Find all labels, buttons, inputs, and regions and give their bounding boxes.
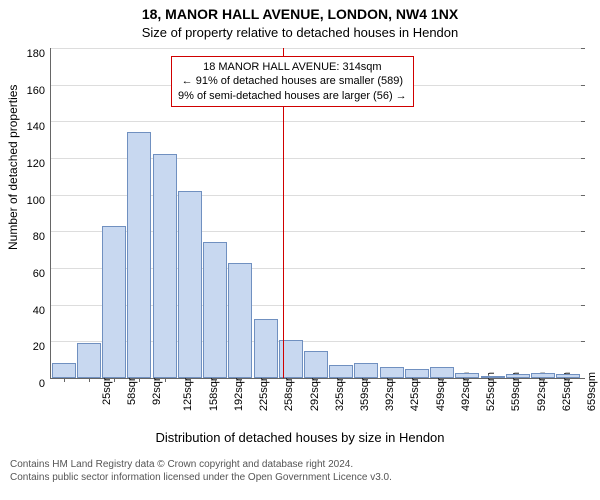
y-tick-mark bbox=[581, 341, 585, 342]
y-tick-label: 180 bbox=[27, 48, 51, 60]
histogram-bar bbox=[254, 319, 278, 378]
histogram-bar bbox=[52, 363, 76, 378]
histogram-bar bbox=[304, 351, 328, 379]
x-tick-mark bbox=[493, 378, 494, 382]
footer-line1: Contains HM Land Registry data © Crown c… bbox=[10, 458, 590, 471]
x-tick-mark bbox=[240, 378, 241, 382]
x-tick-mark bbox=[215, 378, 216, 382]
y-axis-label: Number of detached properties bbox=[6, 85, 20, 250]
y-tick-mark bbox=[581, 195, 585, 196]
y-tick-label: 120 bbox=[27, 158, 51, 170]
infobox-line3: 9% of semi-detached houses are larger (5… bbox=[178, 89, 407, 103]
y-tick-label: 160 bbox=[27, 85, 51, 97]
y-tick-label: 140 bbox=[27, 121, 51, 133]
histogram-bar bbox=[127, 132, 151, 378]
histogram-bar bbox=[178, 191, 202, 378]
footer-attribution: Contains HM Land Registry data © Crown c… bbox=[10, 458, 590, 484]
x-tick-mark bbox=[190, 378, 191, 382]
x-tick-mark bbox=[417, 378, 418, 382]
y-tick-mark bbox=[581, 48, 585, 49]
x-axis-label: Distribution of detached houses by size … bbox=[0, 430, 600, 445]
x-tick-mark bbox=[139, 378, 140, 382]
histogram-bar bbox=[77, 343, 101, 378]
gridline bbox=[51, 121, 581, 122]
x-tick-mark bbox=[518, 378, 519, 382]
histogram-bar bbox=[102, 226, 126, 378]
x-tick-mark bbox=[341, 378, 342, 382]
infobox-line2: ← 91% of detached houses are smaller (58… bbox=[178, 74, 407, 88]
plot-area: 02040608010012014016018025sqm58sqm92sqm1… bbox=[50, 48, 581, 379]
histogram-bar bbox=[380, 367, 404, 378]
x-tick-mark bbox=[366, 378, 367, 382]
y-tick-label: 40 bbox=[33, 305, 51, 317]
x-tick-mark bbox=[316, 378, 317, 382]
y-tick-mark bbox=[581, 121, 585, 122]
chart-container: 18, MANOR HALL AVENUE, LONDON, NW4 1NX S… bbox=[0, 0, 600, 500]
x-tick-mark bbox=[568, 378, 569, 382]
y-tick-mark bbox=[581, 85, 585, 86]
gridline bbox=[51, 48, 581, 49]
histogram-bar bbox=[329, 365, 353, 378]
y-tick-mark bbox=[581, 305, 585, 306]
histogram-bar bbox=[203, 242, 227, 378]
y-tick-label: 60 bbox=[33, 268, 51, 280]
y-tick-label: 0 bbox=[39, 378, 51, 390]
x-tick-mark bbox=[467, 378, 468, 382]
x-tick-mark bbox=[291, 378, 292, 382]
x-tick-mark bbox=[442, 378, 443, 382]
y-tick-label: 100 bbox=[27, 195, 51, 207]
histogram-bar bbox=[228, 263, 252, 379]
y-tick-mark bbox=[581, 268, 585, 269]
x-tick-mark bbox=[266, 378, 267, 382]
x-tick-mark bbox=[114, 378, 115, 382]
x-tick-mark bbox=[64, 378, 65, 382]
x-tick-label: 659sqm bbox=[586, 372, 598, 411]
y-tick-label: 80 bbox=[33, 231, 51, 243]
y-tick-mark bbox=[581, 231, 585, 232]
x-tick-mark bbox=[165, 378, 166, 382]
histogram-bar bbox=[430, 367, 454, 378]
x-tick-mark bbox=[543, 378, 544, 382]
footer-line2: Contains public sector information licen… bbox=[10, 471, 590, 484]
infobox-line1: 18 MANOR HALL AVENUE: 314sqm bbox=[178, 60, 407, 74]
title-line1: 18, MANOR HALL AVENUE, LONDON, NW4 1NX bbox=[0, 6, 600, 22]
y-tick-mark bbox=[581, 158, 585, 159]
y-tick-mark bbox=[581, 378, 585, 379]
x-tick-mark bbox=[392, 378, 393, 382]
title-line2: Size of property relative to detached ho… bbox=[0, 25, 600, 40]
infobox: 18 MANOR HALL AVENUE: 314sqm← 91% of det… bbox=[171, 56, 414, 107]
histogram-bar bbox=[405, 369, 429, 378]
histogram-bar bbox=[354, 363, 378, 378]
histogram-bar bbox=[153, 154, 177, 378]
y-tick-label: 20 bbox=[33, 341, 51, 353]
x-tick-mark bbox=[89, 378, 90, 382]
